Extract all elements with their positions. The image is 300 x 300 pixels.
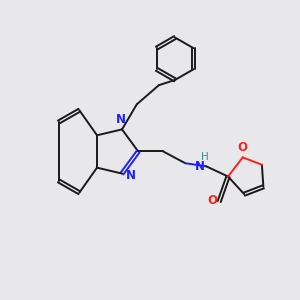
Text: N: N xyxy=(116,113,126,126)
Text: O: O xyxy=(238,141,248,154)
Text: H: H xyxy=(201,152,208,162)
Text: O: O xyxy=(208,194,218,207)
Text: N: N xyxy=(195,160,206,173)
Text: N: N xyxy=(126,169,136,182)
